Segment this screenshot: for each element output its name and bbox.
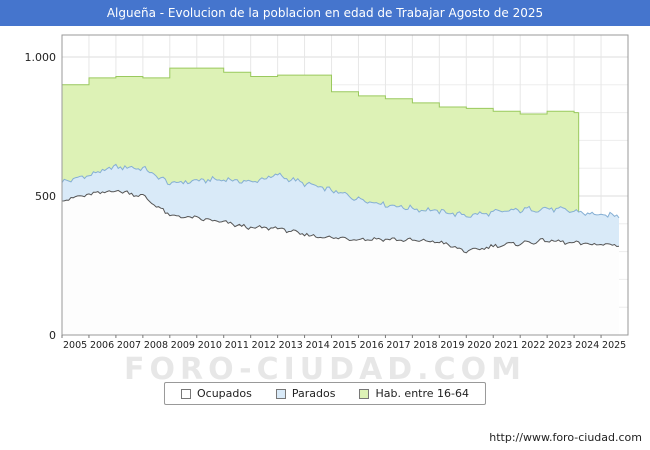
svg-text:2025: 2025: [602, 340, 626, 351]
svg-text:2024: 2024: [575, 340, 599, 351]
legend-label-ocupados: Ocupados: [196, 387, 252, 400]
chart-legend: Ocupados Parados Hab. entre 16-64: [163, 382, 487, 405]
svg-text:2010: 2010: [198, 340, 222, 351]
legend-item-ocupados: Ocupados: [180, 387, 252, 400]
svg-text:2009: 2009: [171, 340, 195, 351]
svg-text:2007: 2007: [117, 340, 141, 351]
legend-swatch-parados: [275, 388, 286, 399]
legend-swatch-ocupados: [180, 388, 191, 399]
legend-item-parados: Parados: [275, 387, 336, 400]
svg-text:2011: 2011: [225, 340, 249, 351]
svg-text:2014: 2014: [306, 340, 330, 351]
svg-text:2021: 2021: [494, 340, 518, 351]
svg-text:2006: 2006: [90, 340, 114, 351]
svg-text:2017: 2017: [386, 340, 410, 351]
legend-item-hab-16-64: Hab. entre 16-64: [359, 387, 469, 400]
footer-url[interactable]: http://www.foro-ciudad.com: [489, 431, 642, 444]
svg-text:2020: 2020: [467, 340, 491, 351]
svg-text:2016: 2016: [359, 340, 383, 351]
svg-text:2013: 2013: [279, 340, 303, 351]
svg-text:2015: 2015: [333, 340, 357, 351]
svg-text:0: 0: [49, 329, 56, 342]
legend-swatch-hab-16-64: [359, 388, 370, 399]
svg-text:2023: 2023: [548, 340, 572, 351]
svg-text:2012: 2012: [252, 340, 276, 351]
svg-text:500: 500: [35, 190, 56, 203]
legend-label-hab-16-64: Hab. entre 16-64: [375, 387, 470, 400]
svg-text:2019: 2019: [440, 340, 464, 351]
legend-label-parados: Parados: [291, 387, 336, 400]
svg-text:2005: 2005: [63, 340, 87, 351]
svg-text:2018: 2018: [413, 340, 437, 351]
chart-title: Algueña - Evolucion de la poblacion en e…: [106, 6, 544, 20]
chart-title-bar: Algueña - Evolucion de la poblacion en e…: [0, 0, 650, 26]
svg-text:1.000: 1.000: [25, 51, 57, 64]
svg-text:2022: 2022: [521, 340, 545, 351]
svg-text:2008: 2008: [144, 340, 168, 351]
